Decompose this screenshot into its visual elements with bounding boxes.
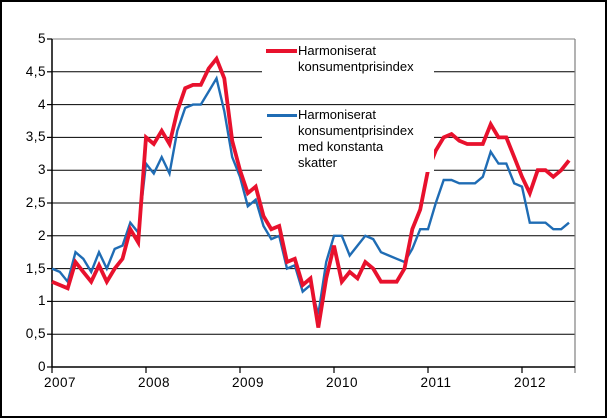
legend-line-sample-blue <box>267 114 297 117</box>
y-axis-label: 0 <box>37 359 46 374</box>
x-axis-label: 2007 <box>43 375 77 390</box>
legend-item-hicp-ct: Harmoniserat konsumentprisindex med kons… <box>262 106 434 172</box>
legend-line-sample-red <box>266 49 297 53</box>
y-axis-label: 4 <box>37 96 46 112</box>
legend-label-hicp-ct: Harmoniserat konsumentprisindex med kons… <box>298 107 414 170</box>
legend-item-hicp: Harmoniserat konsumentprisindex <box>262 43 434 78</box>
y-axis-label: 1 <box>37 293 46 309</box>
hicp-line <box>51 54 571 328</box>
y-axis-label: 0,5 <box>25 326 46 342</box>
y-axis-label: 2 <box>37 227 46 243</box>
y-axis-label: 3,5 <box>25 129 46 145</box>
x-axis-label: 2012 <box>513 375 547 390</box>
y-axis-label: 5 <box>37 31 46 46</box>
x-axis-label: 2011 <box>420 375 452 390</box>
y-axis-label: 1,5 <box>25 260 46 276</box>
legend-label-hicp: Harmoniserat konsumentprisindex <box>298 43 414 74</box>
y-axis-label: 3 <box>37 162 46 178</box>
y-axis-label: 4,5 <box>25 63 46 79</box>
x-axis-label: 2008 <box>137 375 171 390</box>
x-axis-label: 2010 <box>325 375 359 390</box>
x-axis-label: 2009 <box>231 375 265 390</box>
y-axis-label: 2,5 <box>25 195 46 210</box>
